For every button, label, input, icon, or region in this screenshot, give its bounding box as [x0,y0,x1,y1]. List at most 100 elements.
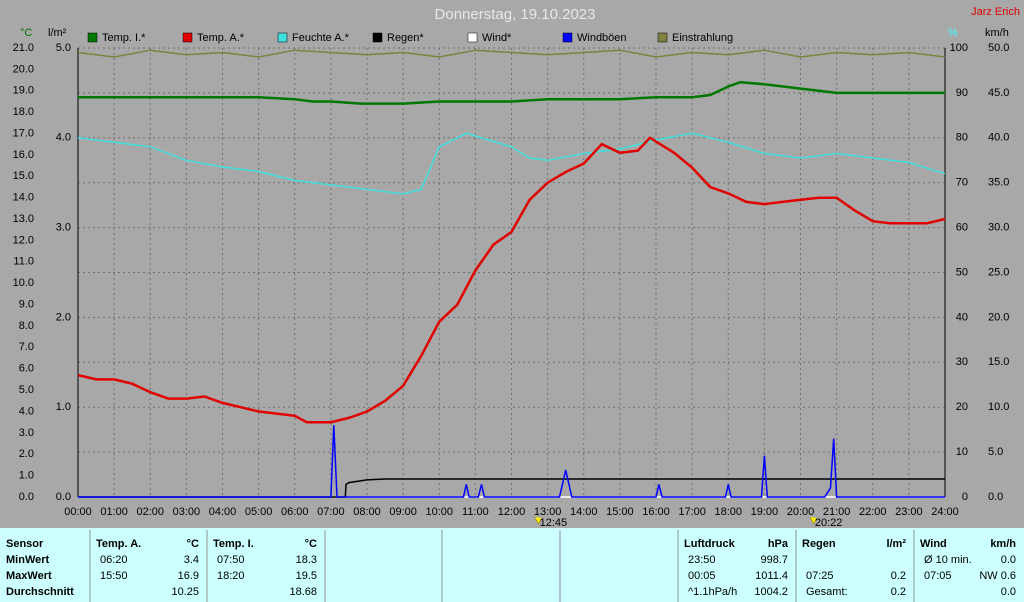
y-tick-label: 5.0 [19,384,34,396]
y3-tick-label: 4.0 [56,132,71,144]
table-cell: 18.68 [289,586,317,598]
series-line [78,425,945,498]
x-tick-label: 09:00 [389,506,417,518]
table-unit: °C [187,538,199,550]
y3-tick-label: 2.0 [56,311,71,323]
table-header: Wind [920,538,947,550]
y-tick-label: 19.0 [13,85,34,97]
table-cell: 0.2 [891,586,906,598]
legend-label: Feuchte A.* [292,32,350,44]
y-axis-title: °C [20,27,32,39]
series-line [78,80,945,105]
legend-label: Temp. A.* [197,32,245,44]
x-tick-label: 11:00 [462,506,489,518]
y2-tick-label: 15.0 [988,356,1009,368]
legend-swatch [562,32,573,43]
y3-tick-label: 3.0 [56,222,71,234]
y2-tick-label: 50.0 [988,42,1009,54]
x-tick-label: 21:00 [823,506,851,518]
y3-tick-label: 5.0 [56,42,71,54]
table-cell: 18.3 [296,554,317,566]
x-tick-label: 06:00 [281,506,309,518]
y-tick-label: 17.0 [13,127,34,139]
x-tick-label: 02:00 [136,506,164,518]
table-cell: NW 0.6 [979,570,1016,582]
series-line [77,49,946,58]
row-label: Durchschnitt [6,586,74,598]
legend-swatch [277,32,288,43]
y4-tick-label: 90 [956,87,968,99]
x-tick-label: 10:00 [425,506,453,518]
y2-tick-label: 40.0 [988,132,1009,144]
table-unit: hPa [768,538,789,550]
x-tick-label: 23:00 [895,506,923,518]
y4-tick-label: 80 [956,132,968,144]
y-tick-label: 0.0 [19,491,34,503]
y4-tick-label: 20 [956,401,968,413]
x-tick-label: 08:00 [353,506,381,518]
y3-axis-title: l/m² [48,27,67,39]
table-cell: 16.9 [178,570,199,582]
y-tick-label: 6.0 [19,363,34,375]
table-cell: 19.5 [296,570,317,582]
y3-tick-label: 0.0 [56,491,71,503]
author: Jarz Erich [971,6,1020,18]
x-tick-label: 19:00 [751,506,779,518]
x-tick-label: 07:00 [317,506,345,518]
series-line [77,136,946,424]
y-tick-label: 4.0 [19,405,34,417]
table-cell: 23:50 [688,554,716,566]
legend-swatch [657,32,668,43]
table-cell: 3.4 [184,554,199,566]
legend-swatch [372,32,383,43]
y2-tick-label: 30.0 [988,222,1009,234]
table-cell: 0.0 [1001,554,1016,566]
x-tick-label: 17:00 [678,506,706,518]
legend-swatch [467,32,478,43]
table-cell: 07:05 [924,570,952,582]
y-tick-label: 15.0 [13,170,34,182]
legend-swatch [87,32,98,43]
y4-tick-label: 0 [962,491,968,503]
x-tick-label: 22:00 [859,506,887,518]
row-label: MinWert [6,554,50,566]
table-cell: 1011.4 [755,570,788,582]
y-tick-label: 12.0 [13,234,34,246]
y4-tick-label: 30 [956,356,968,368]
y-tick-label: 3.0 [19,427,34,439]
x-tick-label: 16:00 [642,506,670,518]
legend-label: Einstrahlung [672,32,733,44]
y4-tick-label: 50 [956,266,968,278]
x-tick-label: 05:00 [245,506,273,518]
y4-tick-label: 40 [956,311,968,323]
annotation-marker [809,516,818,525]
y4-tick-label: 100 [950,42,968,54]
y4-tick-label: 60 [956,222,968,234]
x-tick-label: 03:00 [173,506,201,518]
x-tick-label: 12:00 [498,506,526,518]
table-cell: 10.25 [171,586,199,598]
annotation-text: 12:45 [540,517,568,529]
table-cell: ^1.1hPa/h [688,586,737,598]
table-cell: 0.2 [891,570,906,582]
x-tick-label: 20:00 [787,506,815,518]
table-cell: Gesamt: [806,586,848,598]
y4-tick-label: 70 [956,177,968,189]
y2-tick-label: 5.0 [988,446,1003,458]
table-cell: Ø 10 min. [924,554,972,566]
table-cell: 18:20 [217,570,245,582]
x-tick-label: 24:00 [931,506,959,518]
x-tick-label: 13:00 [534,506,562,518]
y2-tick-label: 10.0 [988,401,1009,413]
y-tick-label: 9.0 [19,298,34,310]
x-tick-label: 04:00 [209,506,237,518]
y-tick-label: 21.0 [13,42,34,54]
table-cell: 07:25 [806,570,834,582]
y-tick-label: 1.0 [19,470,34,482]
x-tick-label: 00:00 [64,506,92,518]
legend-label: Regen* [387,32,424,44]
table-cell: 06:20 [100,554,128,566]
table-header: Temp. A. [96,538,141,550]
y-tick-label: 14.0 [13,192,34,204]
y-tick-label: 11.0 [13,256,34,268]
